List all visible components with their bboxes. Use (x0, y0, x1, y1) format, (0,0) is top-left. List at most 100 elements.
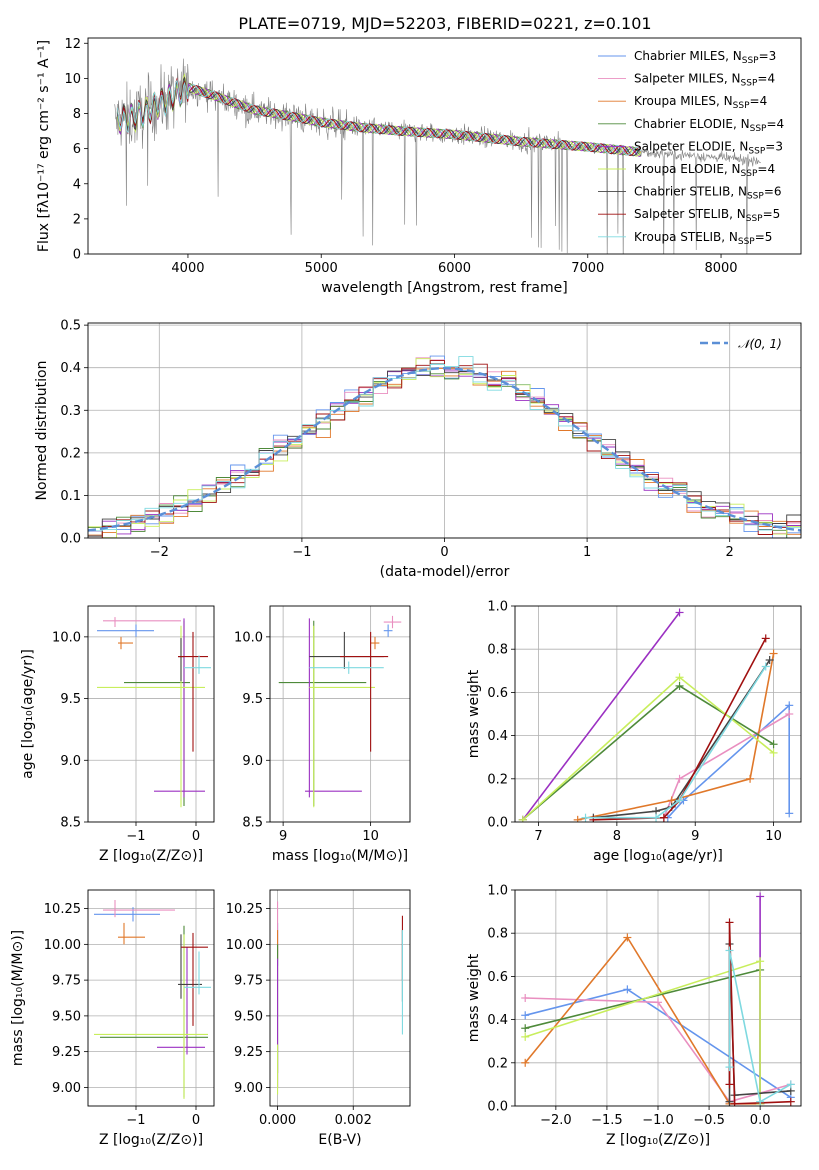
y-tick-label: 9.25 (52, 1045, 81, 1060)
panel-weight-vs-Z: −2.0 −1.5 −1.0 −0.5 0.0 0.0 0.2 0.4 0.6 0.8 1.0 Z [… (466, 884, 802, 1148)
x-tick-label: 9 (691, 829, 699, 844)
y-tick-label: 9.5 (242, 692, 263, 707)
data-point (521, 1011, 530, 1020)
legend-label: Chabrier MILES, NSSP=3 (634, 49, 776, 66)
panel-mass-vs-ebv: 0.000 0.002 9.00 9.25 9.50 9.75 10.00 10.25 E(B-… (226, 889, 411, 1148)
data-point (623, 985, 632, 994)
x-tick-label: 0.000 (259, 1113, 296, 1128)
errorbar-chabrier-stelib (178, 638, 184, 682)
histogram-kroupa-stelib (88, 356, 801, 532)
series-kroupa-miles (573, 649, 778, 822)
x-axis-label: Z [log₁₀(Z/Z⊙)] (99, 848, 203, 864)
data-point (785, 701, 794, 710)
plot-area (270, 606, 410, 822)
errorbar-chabrier-elodie (278, 620, 367, 806)
legend-entry-chabrier-stelib: Chabrier STELIB, NSSP=6 (598, 185, 782, 202)
data-point (756, 957, 765, 966)
model-line-kroupa-elodie (116, 72, 642, 157)
plot-area (88, 606, 214, 822)
data-point (675, 608, 684, 617)
model-line-chabrier-stelib (116, 76, 642, 157)
y-tick-label: 0.5 (60, 319, 81, 334)
plot-area (270, 890, 410, 1106)
plot-area (515, 890, 801, 1106)
x-tick-label: 9 (279, 829, 287, 844)
legend-label: Salpeter MILES, NSSP=4 (634, 72, 775, 89)
panel-spectrum: 4000 5000 6000 7000 8000 0 2 4 6 8 10 12 wavelength … (36, 37, 802, 296)
x-axis-label: mass [log₁₀(M/M⊙)] (272, 848, 408, 864)
y-tick-label: 8.5 (60, 816, 81, 831)
series-line (522, 676, 775, 821)
x-axis-label: wavelength [Angstrom, rest frame] (321, 280, 567, 296)
panel-age-vs-Z: −1 0 8.5 9.0 9.5 10.0 Z [log₁₀(Z/Z⊙)] age [log₁… (20, 605, 215, 864)
plot-area (114, 58, 762, 254)
legend-entry-kroupa-elodie: Kroupa ELODIE, NSSP=4 (598, 162, 775, 179)
series-salpeter-elodie (518, 608, 684, 822)
x-tick-label: −1 (126, 1113, 145, 1128)
data-point (725, 946, 734, 955)
legend-label: 𝒩(0, 1) (738, 337, 782, 351)
errorbar-chabrier-miles (383, 624, 393, 637)
y-tick-label: 9.5 (60, 692, 81, 707)
y-tick-label: 0.4 (487, 729, 508, 744)
y-tick-label: 9.75 (52, 974, 81, 989)
plot-area (515, 606, 801, 822)
legend-label: Salpeter STELIB, NSSP=5 (634, 207, 780, 224)
x-tick-label: 8000 (704, 261, 737, 276)
data-point (786, 1097, 795, 1106)
y-tick-label: 4 (73, 177, 81, 192)
data-point (675, 673, 684, 682)
x-tick-label: 1 (583, 545, 591, 560)
y-tick-label: 9.50 (234, 1009, 263, 1024)
series-kroupa-elodie (521, 957, 765, 1106)
x-tick-label: 2 (726, 545, 734, 560)
errorbar-kroupa-elodie (97, 625, 205, 808)
data-point (675, 774, 684, 783)
y-axis-label: mass weight (466, 953, 482, 1042)
series-line (522, 612, 681, 821)
data-point (785, 809, 794, 818)
gaussian-curve (88, 366, 801, 532)
model-line-kroupa-stelib (116, 79, 642, 156)
series-line (577, 653, 775, 821)
y-tick-label: 0.1 (60, 489, 81, 504)
y-tick-label: 2 (73, 212, 81, 227)
x-tick-label: 0 (192, 829, 200, 844)
x-tick-label: 7 (534, 829, 542, 844)
data-point (756, 1097, 765, 1106)
errorbar-kroupa-stelib (184, 655, 211, 674)
axes-frame (87, 322, 802, 539)
y-tick-label: 0.4 (60, 361, 81, 376)
y-tick-label: 0.2 (487, 772, 508, 787)
y-tick-label: 1.0 (487, 600, 508, 615)
y-tick-label: 12 (64, 37, 81, 52)
axes-frame (269, 605, 411, 823)
y-tick-label: 0.2 (487, 1056, 508, 1071)
errorbar-chabrier-stelib (309, 631, 384, 669)
errorbar-kroupa-miles (118, 922, 145, 945)
y-tick-label: 0.6 (487, 970, 508, 985)
data-point (659, 813, 668, 822)
data-point (675, 681, 684, 690)
errorbar-salpeter-miles (103, 617, 181, 627)
legend: 𝒩(0, 1) (700, 337, 782, 351)
series-chabrier-elodie (518, 681, 778, 822)
y-tick-label: 0.8 (487, 643, 508, 658)
y-tick-label: 0.8 (487, 927, 508, 942)
y-tick-label: 0.6 (487, 686, 508, 701)
y-tick-label: 10.00 (226, 938, 263, 953)
y-tick-label: 1.0 (487, 884, 508, 899)
x-axis-label: Z [log₁₀(Z/Z⊙)] (99, 1132, 203, 1148)
legend: Chabrier MILES, NSSP=3 Salpeter MILES, NS… (598, 49, 784, 247)
data-point (725, 1080, 734, 1089)
errorbar-kroupa-elodie (309, 625, 375, 808)
x-tick-label: 10 (362, 829, 379, 844)
y-tick-label: 8.5 (242, 816, 263, 831)
y-tick-label: 10.0 (52, 630, 81, 645)
series-kroupa-elodie (518, 673, 778, 822)
data-point (769, 740, 778, 749)
data-point (573, 815, 582, 822)
y-tick-label: 9.25 (234, 1045, 263, 1060)
errorbar-salpeter-elodie (154, 618, 205, 798)
